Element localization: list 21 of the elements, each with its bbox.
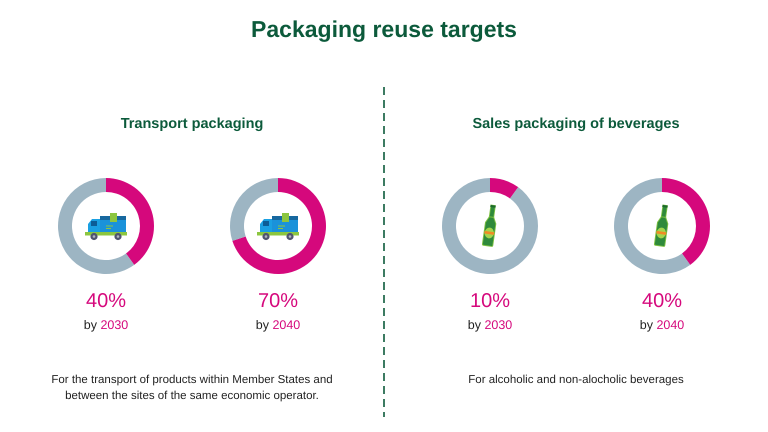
donut-slice <box>58 178 134 274</box>
text: 10% <box>470 290 510 312</box>
donut-slice <box>232 178 326 274</box>
donut-slice <box>490 178 518 198</box>
donut-slice <box>442 178 538 274</box>
donut-slice <box>662 178 710 265</box>
text: 40% <box>86 290 126 312</box>
text: by 2030 <box>84 318 128 332</box>
text: Packaging reuse targets <box>251 16 517 42</box>
text: by 2040 <box>256 318 300 332</box>
donut-slice <box>230 178 278 241</box>
text: Transport packaging <box>120 116 264 132</box>
text: For alcoholic and non-alocholic beverages <box>468 374 684 386</box>
text: by 2030 <box>468 318 512 332</box>
donut-slice <box>106 178 154 265</box>
text: 40% <box>642 290 682 312</box>
text: For the transport of products within Member States and between the sites of the same economic operator. <box>51 374 333 402</box>
text: by 2040 <box>640 318 684 332</box>
text: Sales packaging of beverages <box>472 116 680 132</box>
donut-slice <box>614 178 690 274</box>
text: 70% <box>258 290 298 312</box>
